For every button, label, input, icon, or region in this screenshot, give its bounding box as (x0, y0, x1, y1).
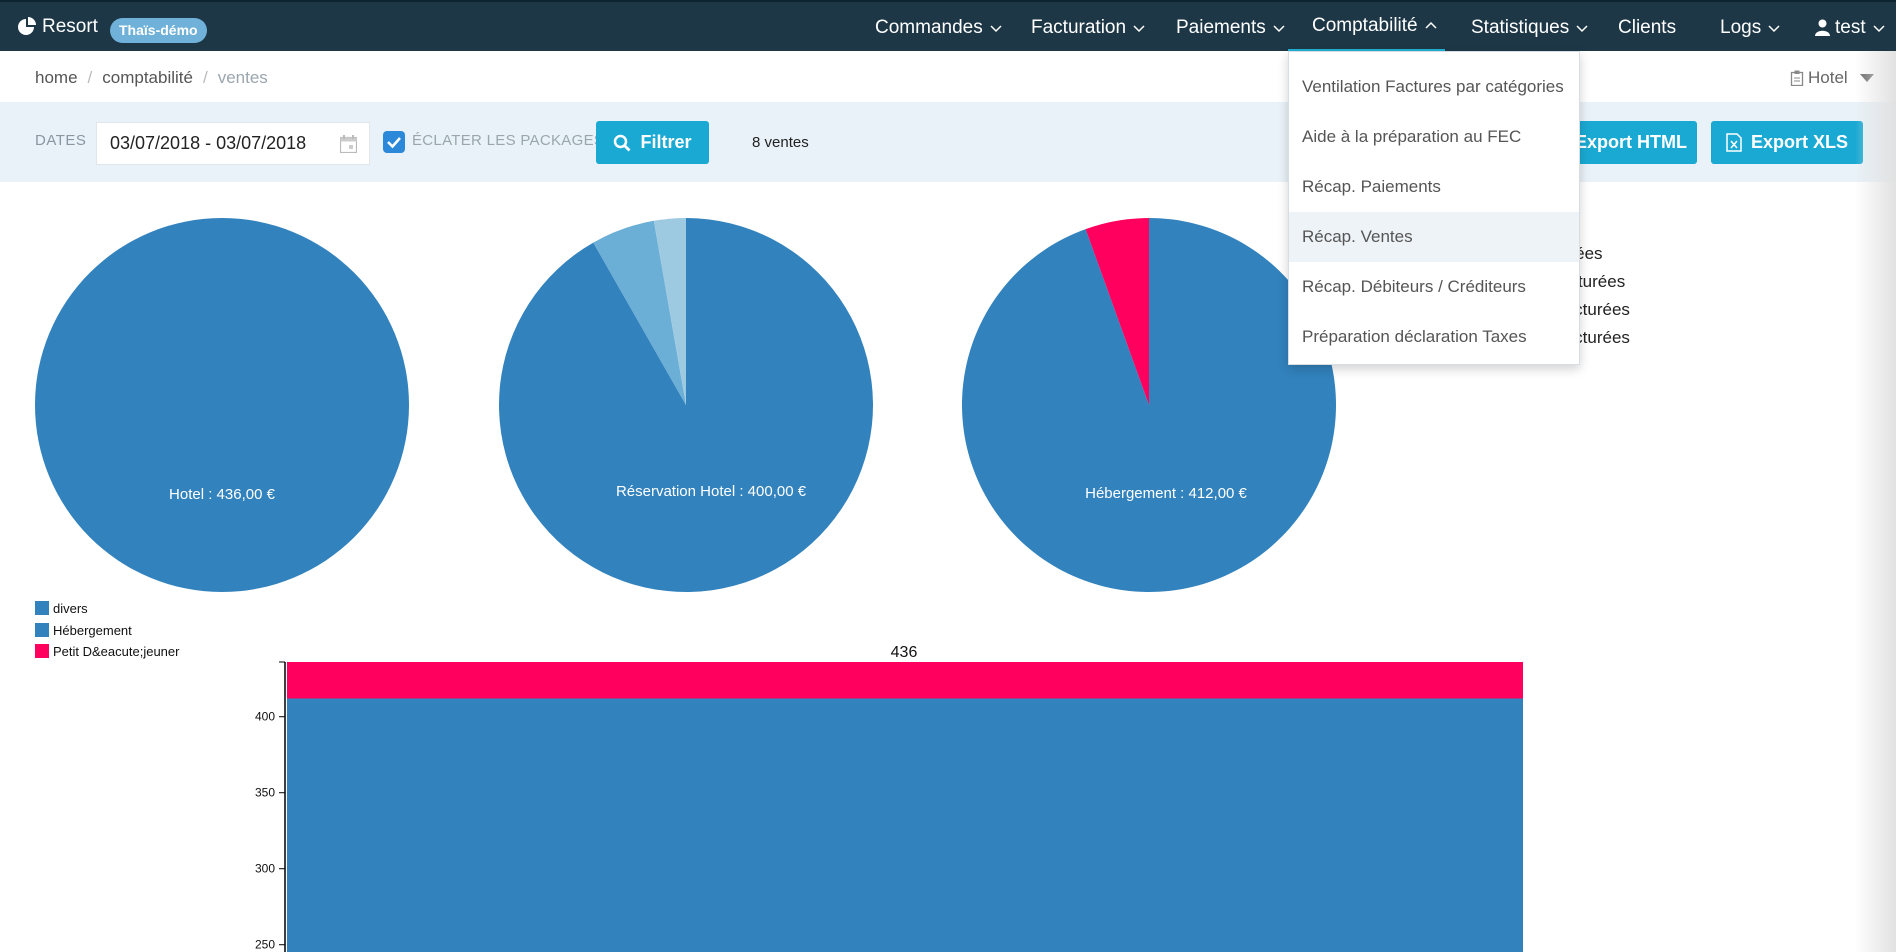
pie-slice-label: Réservation Hotel : 400,00 € (616, 483, 807, 500)
breadcrumb-separator: / (202, 68, 208, 87)
y-axis-tick-label: 250 (255, 938, 275, 952)
bar-segment (287, 662, 1523, 699)
user-icon (1815, 19, 1830, 36)
export-xls-label: Export XLS (1750, 132, 1848, 152)
menu-item-ventilation-factures[interactable]: Ventilation Factures par catégories (1302, 77, 1564, 96)
legend-item-petit-dejeuner: Petit D&eacute;jeuner (35, 641, 179, 663)
menu-item-recap-ventes[interactable]: Récap. Ventes (1289, 212, 1579, 262)
nav-clients[interactable]: Clients (1618, 2, 1676, 53)
legend-item-divers: divers (35, 598, 179, 620)
chevron-down-icon (1768, 24, 1780, 32)
legend-label: Petit D&eacute;jeuner (53, 644, 180, 659)
nav-statistiques[interactable]: Statistiques (1471, 2, 1589, 53)
nav-statistiques-label: Statistiques (1471, 16, 1570, 38)
pie-chart-hebergement: Hébergement : 412,00 € (962, 218, 1336, 592)
menu-item-declaration-taxes[interactable]: Préparation déclaration Taxes (1302, 327, 1527, 346)
pie-chart-hotel: Hotel : 436,00 € (35, 218, 409, 592)
pie-chart-icon (18, 17, 36, 35)
nav-commandes[interactable]: Commandes (875, 2, 1003, 53)
calendar-icon[interactable] (340, 135, 357, 153)
filter-button-label: Filtrer (640, 132, 692, 152)
filter-button[interactable]: Filtrer (596, 121, 709, 164)
checkmark-icon (387, 137, 401, 149)
search-icon (614, 134, 631, 151)
sales-count: 8 ventes (752, 134, 809, 151)
legend-label: divers (53, 601, 88, 616)
comptabilite-dropdown-menu: Ventilation Factures par catégories Aide… (1288, 51, 1580, 365)
split-packages-label[interactable]: ÉCLATER LES PACKAGES (412, 132, 605, 149)
chevron-down-icon (1273, 24, 1285, 32)
pie-slice-label: Hébergement : 412,00 € (1085, 485, 1247, 502)
nav-comptabilite-label: Comptabilité (1312, 14, 1418, 36)
chevron-down-icon (1576, 24, 1588, 32)
nav-logs-label: Logs (1720, 16, 1762, 38)
bar-total-label: 436 (891, 644, 918, 661)
clipboard-icon (1790, 70, 1804, 86)
nav-user-label: test (1835, 16, 1866, 38)
nav-commandes-label: Commandes (875, 16, 983, 38)
brand-link[interactable]: Resort (17, 16, 98, 38)
brand-name: Resort (42, 16, 98, 37)
date-range-input[interactable] (96, 122, 370, 165)
pie-slice-label: Hotel : 436,00 € (169, 486, 276, 503)
pie-slice (593, 220, 686, 405)
filter-bar: DATES ÉCLATER LES PACKAGES Filtrer 8 ven… (0, 102, 1896, 182)
bar-segment (287, 698, 1523, 952)
chevron-up-icon (1425, 21, 1437, 29)
nav-user-menu[interactable]: test (1815, 2, 1886, 53)
breadcrumb: home / comptabilité / ventes (35, 68, 268, 88)
chevron-down-icon (990, 24, 1002, 32)
nav-facturation-label: Facturation (1031, 16, 1127, 38)
legend-item-hebergement: Hébergement (35, 620, 179, 642)
bar-chart-legend: divers Hébergement Petit D&eacute;jeuner (35, 598, 179, 663)
nav-logs[interactable]: Logs (1720, 2, 1781, 53)
y-axis-tick-label: 400 (255, 710, 275, 724)
excel-file-icon (1726, 133, 1742, 152)
export-html-label: Export HTML (1575, 132, 1687, 152)
nav-clients-label: Clients (1618, 16, 1677, 38)
breadcrumb-separator: / (87, 68, 93, 87)
hotel-select-value: Hotel (1808, 68, 1848, 87)
breadcrumb-ventes: ventes (217, 68, 268, 87)
legend-swatch (35, 644, 49, 658)
pie-slice (653, 218, 686, 405)
y-axis-tick-label: 300 (255, 862, 275, 876)
dates-label: DATES (35, 132, 87, 149)
split-packages-checkbox[interactable] (383, 131, 405, 153)
environment-badge: Thaïs-démo (110, 18, 207, 43)
y-axis-tick-label: 350 (255, 786, 275, 800)
nav-paiements[interactable]: Paiements (1176, 2, 1286, 53)
pie-slice (1085, 218, 1149, 405)
legend-label: Hébergement (53, 622, 132, 638)
page-edge-shade (1855, 51, 1896, 952)
nav-comptabilite[interactable]: Comptabilité (1288, 2, 1445, 53)
export-html-button[interactable]: Export HTML (1565, 121, 1697, 164)
menu-item-recap-debiteurs-crediteurs[interactable]: Récap. Débiteurs / Créditeurs (1302, 277, 1526, 296)
breadcrumb-home[interactable]: home (35, 68, 78, 87)
chevron-down-icon (1133, 24, 1145, 32)
menu-item-aide-fec[interactable]: Aide à la préparation au FEC (1302, 127, 1522, 146)
menu-item-recap-paiements[interactable]: Récap. Paiements (1302, 177, 1441, 196)
stacked-bar-chart: 436 250 300 350 400 (255, 644, 1523, 952)
nav-paiements-label: Paiements (1176, 16, 1266, 38)
top-navbar: Resort Thaïs-démo Commandes Facturation … (0, 0, 1896, 53)
chevron-down-icon (1873, 24, 1885, 32)
breadcrumb-comptabilite[interactable]: comptabilité (102, 68, 193, 87)
export-xls-button[interactable]: Export XLS (1711, 121, 1863, 164)
pie-chart-reservation: Réservation Hotel : 400,00 € (499, 218, 873, 592)
legend-swatch (35, 601, 49, 615)
pie-slice (35, 218, 409, 592)
nav-facturation[interactable]: Facturation (1031, 2, 1146, 53)
legend-swatch (35, 622, 49, 637)
